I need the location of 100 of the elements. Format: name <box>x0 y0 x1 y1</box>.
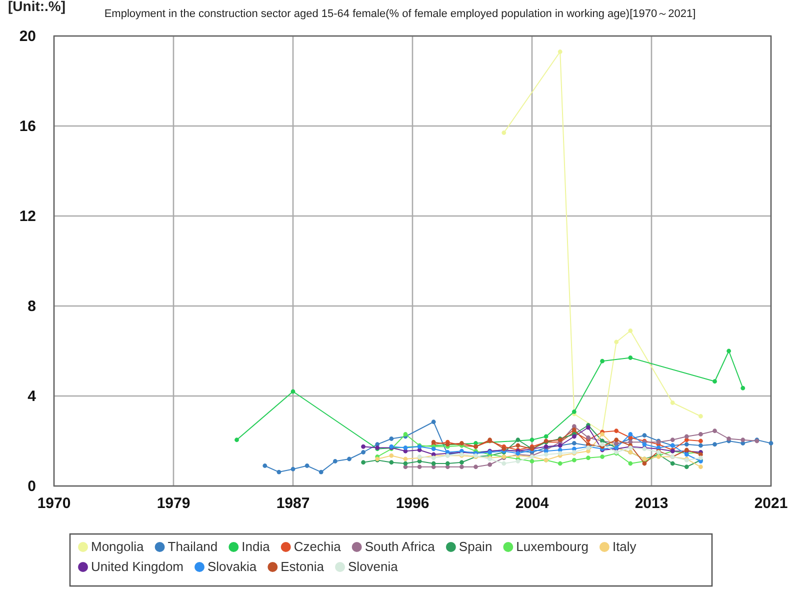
legend-label: Italy <box>612 539 637 554</box>
point <box>768 441 774 446</box>
x-tick-label: 1996 <box>396 495 430 512</box>
point <box>544 434 548 439</box>
y-tick-label: 4 <box>28 388 37 405</box>
point <box>600 432 604 436</box>
point <box>389 436 394 441</box>
point <box>726 348 732 354</box>
point <box>684 464 689 470</box>
point <box>698 443 703 448</box>
x-tick-label: 1979 <box>156 495 190 512</box>
point <box>460 441 464 446</box>
point <box>670 400 675 405</box>
legend-label: Slovenia <box>348 559 399 574</box>
point <box>516 438 520 442</box>
point <box>389 453 394 458</box>
point <box>614 428 619 434</box>
point <box>403 456 408 462</box>
text: [Unit:.%] <box>8 0 66 14</box>
point <box>460 460 464 465</box>
point <box>600 358 604 364</box>
point <box>670 438 675 442</box>
point <box>586 425 590 430</box>
point <box>740 438 746 442</box>
point <box>474 464 478 470</box>
x-tick-label: 1970 <box>37 495 71 512</box>
legend-label: United Kingdom <box>91 559 184 574</box>
point <box>234 438 239 442</box>
point <box>544 452 548 457</box>
point <box>530 438 534 442</box>
point <box>740 386 746 390</box>
point <box>586 435 590 440</box>
y-tick-label: 16 <box>19 118 36 135</box>
point <box>361 444 366 449</box>
point <box>628 432 633 436</box>
legend-label: Estonia <box>280 559 325 574</box>
point <box>572 428 576 432</box>
point <box>698 432 703 436</box>
point <box>460 464 464 470</box>
legend-label: Mongolia <box>91 539 145 554</box>
chart-title: Employment in the construction sector aged 15-64 female(% of female employed population in working age)[1970～2021] <box>104 8 696 20</box>
point <box>431 456 436 460</box>
point <box>431 461 436 466</box>
point <box>361 460 366 465</box>
point <box>698 438 703 444</box>
point <box>628 356 633 360</box>
point <box>642 442 647 447</box>
point <box>572 458 576 462</box>
legend-label: Slovakia <box>208 559 258 574</box>
point <box>642 461 647 466</box>
x-tick-label: 2004 <box>515 495 550 512</box>
y-tick-label: 8 <box>28 298 36 315</box>
point <box>276 470 282 474</box>
point <box>445 461 450 466</box>
point <box>389 460 394 465</box>
point <box>628 328 633 333</box>
y-tick-label: 20 <box>19 28 36 45</box>
point <box>586 456 590 460</box>
point <box>600 454 604 459</box>
point <box>403 446 408 450</box>
point <box>572 434 576 439</box>
point <box>558 50 562 54</box>
point <box>712 428 717 434</box>
point <box>698 414 703 418</box>
y-tick-label: 12 <box>19 208 36 225</box>
point <box>290 389 296 394</box>
point <box>698 464 703 470</box>
point <box>347 456 352 462</box>
point <box>502 130 506 135</box>
x-tick-label: 2021 <box>754 495 788 512</box>
point <box>403 432 408 436</box>
legend-label: Luxembourg <box>516 539 588 554</box>
point <box>361 450 366 454</box>
point <box>530 459 534 464</box>
point <box>502 461 506 466</box>
point <box>572 441 576 446</box>
point <box>712 379 717 384</box>
legend-label: India <box>242 539 271 554</box>
point <box>642 433 647 438</box>
point <box>403 461 408 466</box>
point <box>262 464 268 468</box>
point <box>684 442 689 447</box>
x-tick-label: 2013 <box>634 495 668 512</box>
point <box>318 470 324 474</box>
point <box>726 436 732 441</box>
point <box>684 434 689 439</box>
point <box>431 446 436 452</box>
legend-label: Spain <box>458 539 492 554</box>
y-tick-label: 0 <box>28 478 36 495</box>
point <box>516 443 520 448</box>
point <box>572 410 576 414</box>
x-tick-label: 1987 <box>276 495 310 512</box>
legend-label: Thailand <box>168 539 218 554</box>
legend-label: South Africa <box>364 539 436 554</box>
point <box>558 461 562 466</box>
point <box>290 466 296 472</box>
point <box>488 462 492 467</box>
point <box>304 464 310 468</box>
point <box>332 459 338 464</box>
point <box>628 461 633 466</box>
